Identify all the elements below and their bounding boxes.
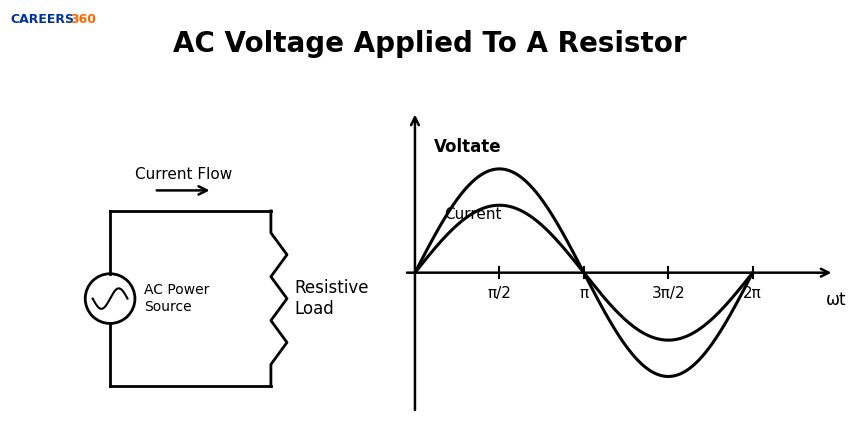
- Text: ωt: ωt: [826, 292, 846, 309]
- Text: 360: 360: [71, 13, 96, 26]
- Text: 2π: 2π: [743, 286, 762, 301]
- Text: AC Voltage Applied To A Resistor: AC Voltage Applied To A Resistor: [173, 30, 687, 58]
- Text: Current: Current: [445, 207, 502, 222]
- Text: CAREERS: CAREERS: [10, 13, 74, 26]
- Text: AC Power
Source: AC Power Source: [144, 283, 209, 314]
- Text: π: π: [580, 286, 588, 301]
- Text: π/2: π/2: [488, 286, 512, 301]
- Text: Current Flow: Current Flow: [134, 167, 232, 181]
- Text: Voltate: Voltate: [433, 138, 501, 157]
- Text: Resistive
Load: Resistive Load: [294, 279, 369, 318]
- Text: 3π/2: 3π/2: [651, 286, 685, 301]
